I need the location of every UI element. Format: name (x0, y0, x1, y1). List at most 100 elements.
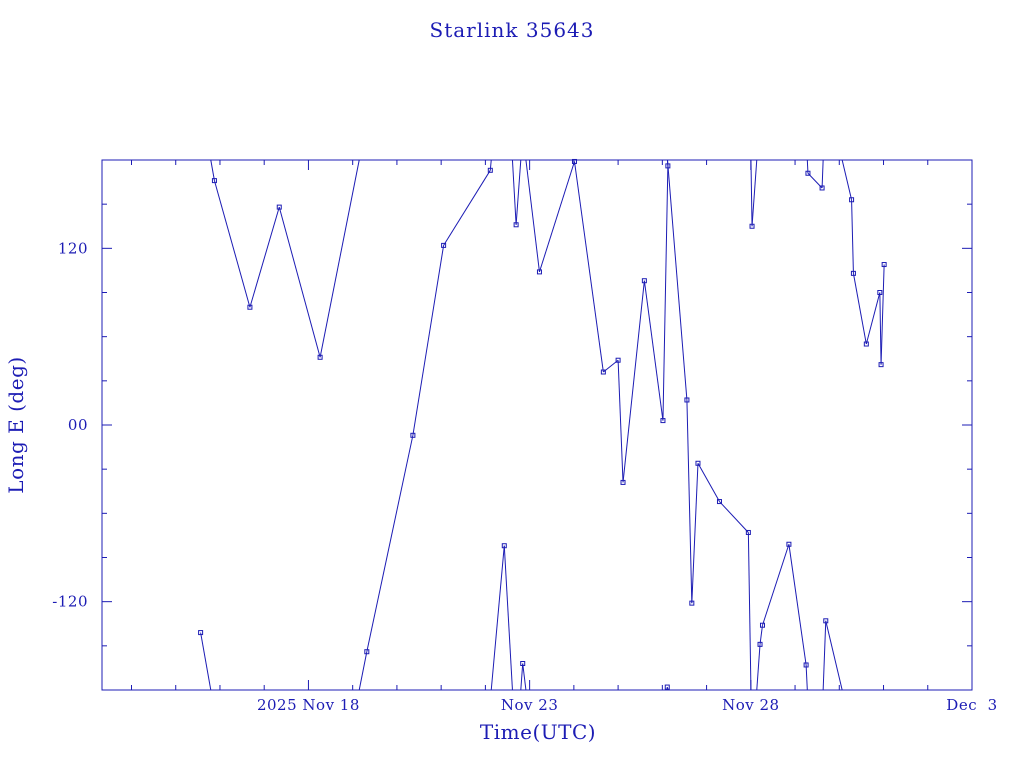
data-point (849, 197, 855, 203)
series-segment (319, 159, 360, 358)
y-tick-label: 120 (58, 239, 88, 257)
data-point (410, 432, 416, 438)
series-segment (759, 625, 763, 645)
series-segment (751, 159, 758, 227)
series-segment (525, 159, 540, 272)
series-segment (880, 264, 885, 365)
series-segment (805, 664, 808, 691)
series-segment (358, 651, 368, 691)
plot-area-border (101, 159, 973, 691)
x-axis-label: Time(UTC) (480, 720, 596, 744)
data-point (803, 662, 809, 668)
data-point (878, 362, 884, 368)
series-segment (522, 663, 527, 691)
data-point (487, 167, 493, 173)
data-point (863, 341, 869, 347)
series-segment (865, 292, 881, 345)
series-segment (511, 159, 517, 225)
series-segment (520, 663, 524, 691)
data-point (600, 369, 606, 375)
data-point (520, 661, 526, 666)
x-tick-label: Nov 23 (501, 696, 559, 714)
series-segment (788, 544, 807, 666)
data-point (664, 684, 670, 690)
series-segment (697, 463, 720, 502)
data-point (745, 529, 751, 535)
series-segment (821, 159, 824, 188)
data-point (620, 479, 626, 485)
series-segment (822, 620, 827, 691)
series-segment (750, 159, 753, 227)
series-segment (573, 161, 604, 373)
series-segment (762, 544, 790, 626)
data-point (684, 397, 690, 403)
series-segment (643, 280, 664, 421)
chart-title: Starlink 35643 (430, 18, 595, 42)
series-points (198, 158, 887, 690)
series-segment (200, 632, 212, 691)
axis-ticks (102, 160, 973, 690)
series-segment (852, 273, 867, 345)
data-point (805, 170, 811, 176)
data-point (247, 304, 253, 310)
series-segment (366, 435, 414, 652)
series-segment (412, 245, 445, 436)
series-segment (249, 206, 280, 308)
data-point (198, 630, 204, 636)
data-point (501, 543, 507, 549)
data-point (317, 354, 323, 360)
tick-labels: 2025 Nov 18 Nov 23 Nov 28 Dec 3 -120 00 120 (52, 239, 997, 714)
series-line (200, 159, 885, 691)
x-tick-label: Dec 3 (946, 696, 997, 714)
data-point (757, 641, 763, 647)
data-point (716, 499, 722, 505)
series-segment (691, 463, 699, 604)
data-point (615, 357, 621, 363)
series-segment (825, 620, 843, 691)
series-segment (622, 280, 645, 483)
data-point (536, 269, 542, 275)
data-point (571, 158, 577, 164)
y-tick-label: -120 (52, 593, 88, 611)
x-tick-label: Nov 28 (722, 696, 780, 714)
data-point (823, 618, 829, 624)
data-point (665, 163, 671, 169)
y-tick-label: 00 (68, 416, 88, 434)
series-segment (515, 159, 522, 225)
series-segment (719, 501, 749, 533)
data-point (641, 278, 647, 284)
series-segment (666, 159, 688, 401)
data-point (441, 242, 447, 248)
series-segment (490, 545, 505, 691)
data-point (749, 223, 755, 229)
y-axis-label: Long E (deg) (4, 356, 28, 493)
series-segment (841, 159, 853, 200)
series-segment (278, 206, 321, 358)
data-point (513, 222, 519, 228)
x-tick-label: 2025 Nov 18 (257, 696, 360, 714)
data-point (276, 204, 282, 210)
data-point (689, 600, 695, 606)
data-point (211, 178, 217, 184)
data-point (364, 649, 370, 655)
plot-frame (101, 159, 973, 691)
series-segment (213, 180, 251, 308)
series-segment (443, 170, 491, 246)
series-segment (756, 644, 761, 691)
series-segment (538, 161, 575, 273)
series-segment (503, 545, 513, 691)
series-segment (210, 159, 215, 181)
series-segment (662, 165, 669, 421)
data-point (819, 185, 825, 191)
series-segment (747, 532, 752, 691)
data-point (786, 541, 792, 547)
series-segment (851, 199, 854, 274)
data-point (759, 622, 765, 628)
data-point (877, 290, 883, 295)
data-point (660, 418, 666, 424)
data-point (881, 262, 887, 268)
series-segment (686, 399, 693, 604)
series-segment (617, 360, 624, 483)
data-point (850, 270, 856, 276)
